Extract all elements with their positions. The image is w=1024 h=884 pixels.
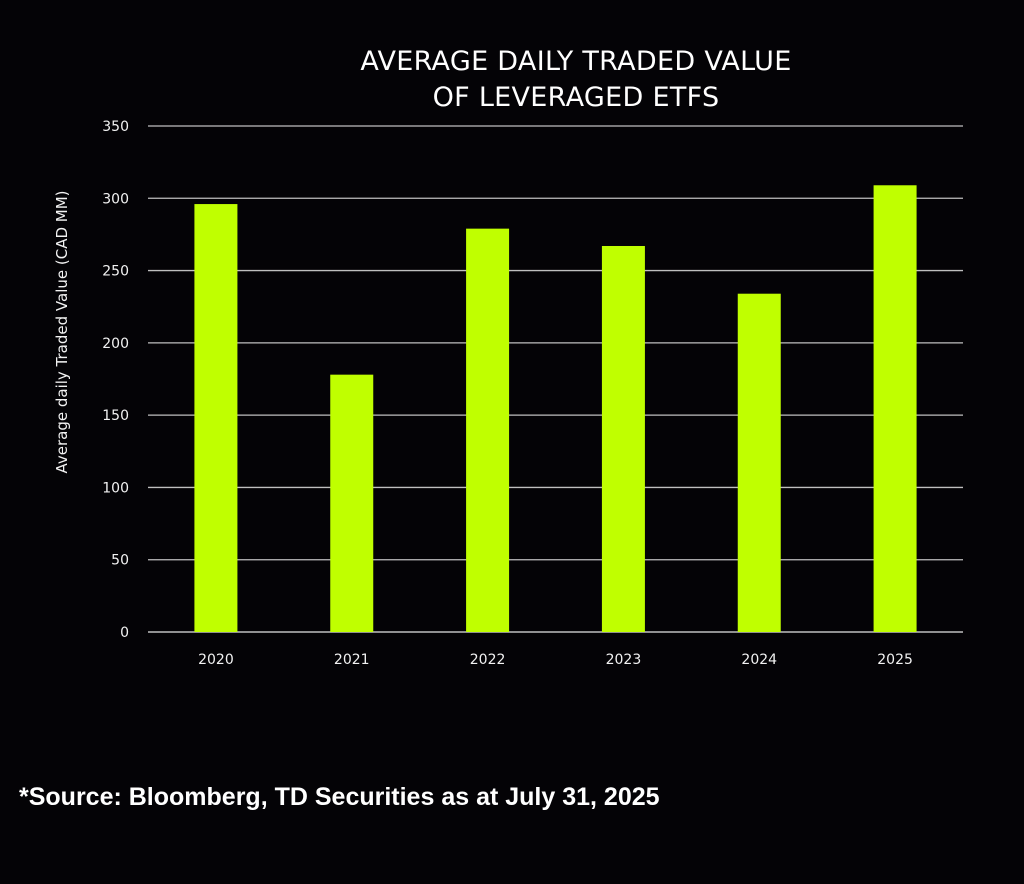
y-tick-label: 350	[102, 119, 129, 135]
x-tick-label-2023: 2023	[606, 652, 642, 668]
x-tick-label-2020: 2020	[198, 652, 234, 668]
x-tick-labels: 2020 2021 2022 2023 2024 2025	[198, 652, 913, 668]
y-tick-label: 150	[102, 408, 129, 424]
bar-2021	[330, 374, 374, 632]
gridlines	[148, 125, 963, 633]
y-tick-labels: 0 50 100 150 200 250 300 350	[102, 119, 129, 641]
x-tick-label-2025: 2025	[877, 652, 913, 668]
y-tick-label: 250	[102, 264, 129, 280]
chart-title: AVERAGE DAILY TRADED VALUE OF LEVERAGED …	[0, 44, 1024, 116]
y-tick-label: 50	[111, 553, 129, 569]
x-tick-label-2024: 2024	[741, 652, 777, 668]
y-tick-label: 0	[120, 625, 129, 641]
bar-2024	[737, 293, 781, 632]
bar-2025	[873, 185, 917, 632]
x-tick-label-2021: 2021	[334, 652, 370, 668]
bar-2023	[601, 245, 645, 632]
bar-2020	[194, 204, 238, 632]
source-note: *Source: Bloomberg, TD Securities as at …	[19, 783, 660, 811]
chart-title-line-1: AVERAGE DAILY TRADED VALUE	[360, 46, 792, 77]
x-tick-label-2022: 2022	[470, 652, 506, 668]
y-tick-label: 200	[102, 336, 129, 352]
bars	[194, 185, 917, 632]
bar-2022	[466, 228, 510, 632]
chart-title-line-2: OF LEVERAGED ETFS	[432, 82, 720, 113]
y-tick-label: 100	[102, 480, 129, 496]
y-tick-label: 300	[102, 191, 129, 207]
